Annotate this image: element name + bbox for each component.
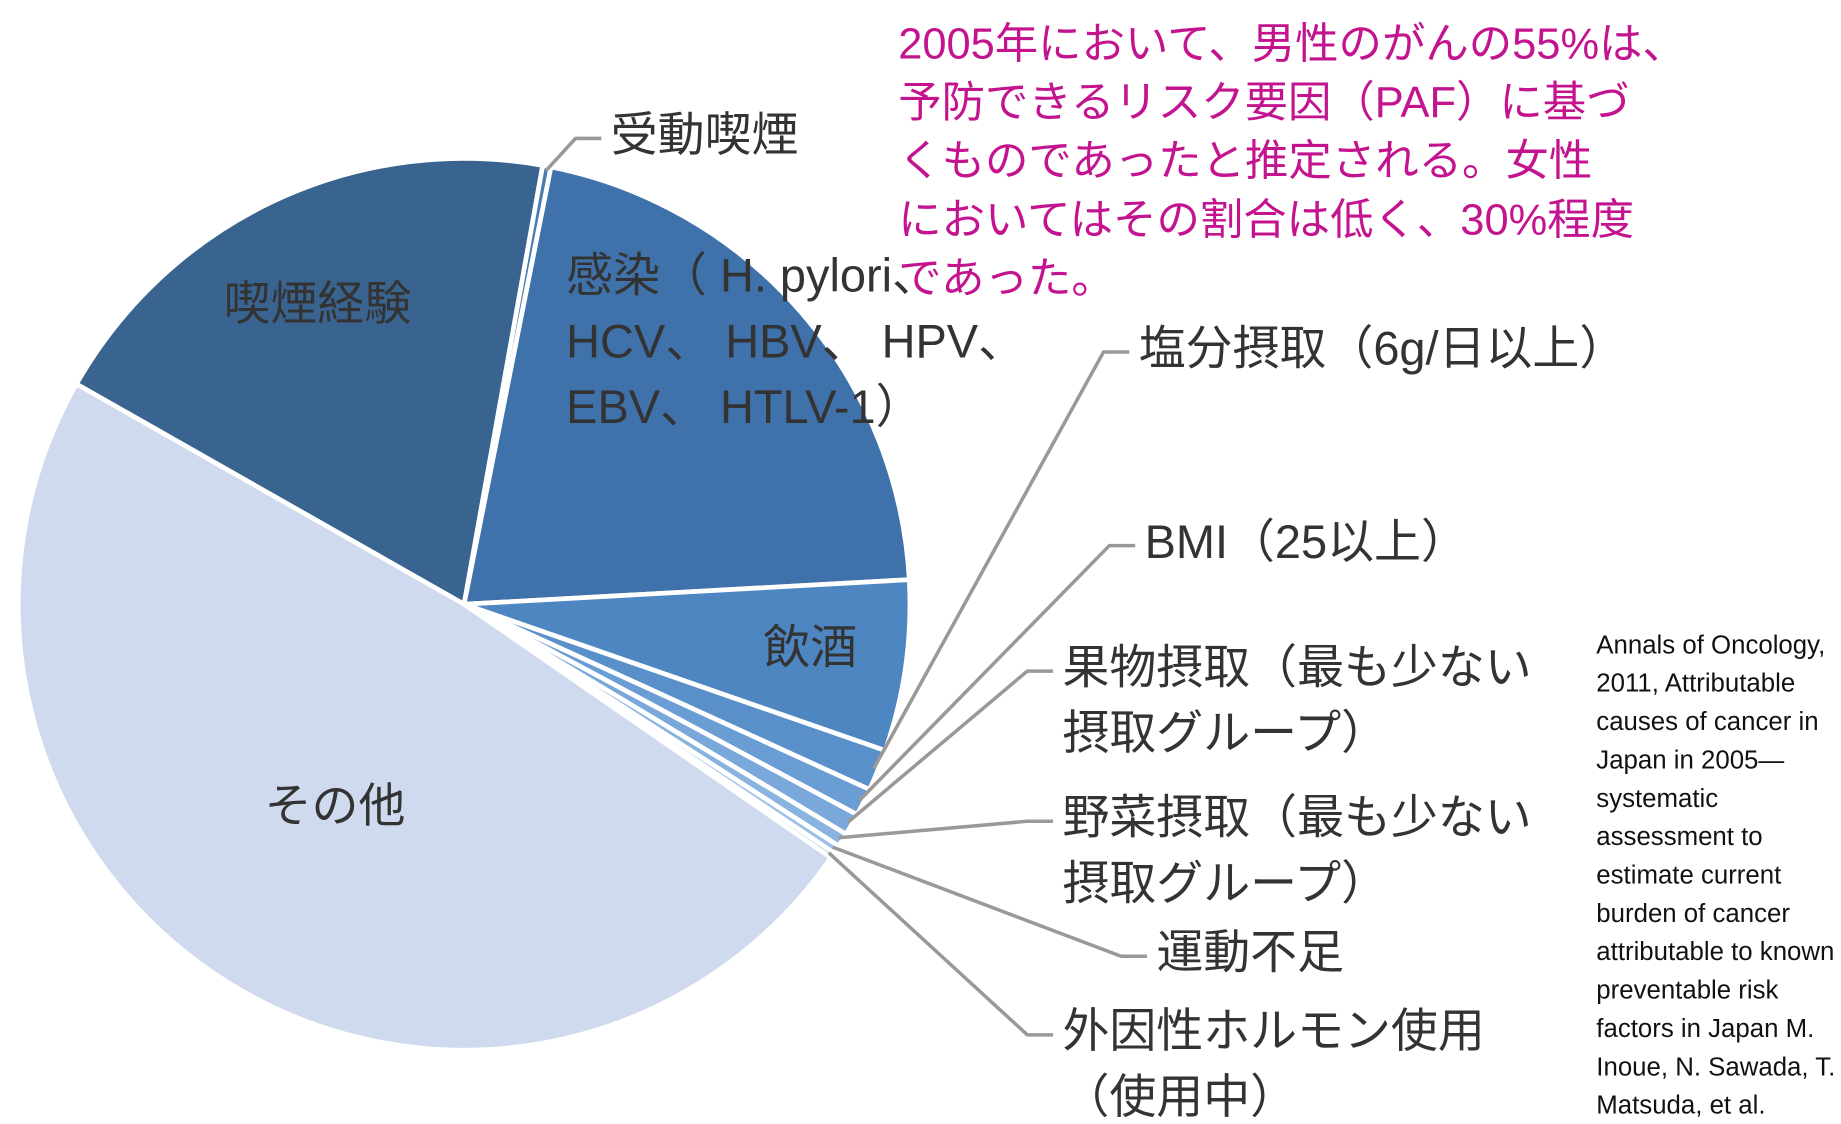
source: systematic bbox=[1596, 785, 1718, 813]
annotation: においてはその割合は低く、30%程度 bbox=[898, 196, 1634, 244]
source: factors in Japan M. bbox=[1596, 1015, 1814, 1043]
slice-label: 野菜摂取（最も少ない bbox=[1062, 792, 1531, 844]
slice-label: BMI（25以上） bbox=[1145, 516, 1468, 568]
source: assessment to bbox=[1596, 823, 1762, 851]
page: 喫煙経験 受動喫煙感染（ H. pylori、 HCV、 HBV、 HPV、 EBV、… bbox=[0, 0, 1841, 1124]
chart: 喫煙経験 受動喫煙感染（ H. pylori、 HCV、 HBV、 HPV、 EBV、… bbox=[0, 0, 1841, 1124]
slice-label: EBV、 HTLV-1） bbox=[566, 381, 922, 433]
slice-label: 摂取グループ） bbox=[1062, 857, 1388, 909]
slice-label: 摂取グループ） bbox=[1062, 707, 1388, 759]
leader-line bbox=[829, 853, 1053, 1035]
annotation: であった。 bbox=[898, 255, 1115, 303]
source: estimate current bbox=[1596, 861, 1781, 889]
source: Matsuda, et al. bbox=[1596, 1092, 1765, 1120]
annotation: 予防できるリスク要因（PAF）に基づ bbox=[898, 79, 1629, 127]
slice-label: （使用中） bbox=[1062, 1071, 1297, 1123]
source: Inoue, N. Sawada, T. bbox=[1596, 1053, 1835, 1081]
source: Annals of Oncology, bbox=[1596, 631, 1825, 659]
slice-label: その他 bbox=[265, 780, 406, 832]
slice-label: 受動喫煙 bbox=[611, 109, 799, 161]
annotation: くものであったと推定される。女性 bbox=[898, 138, 1592, 186]
annotation: 2005年において、男性のがんの55%は、 bbox=[898, 20, 1686, 68]
slice-label: 外因性ホルモン使用 bbox=[1062, 1005, 1484, 1057]
slice-label: 飲酒 bbox=[763, 622, 857, 674]
slice-label: 喫煙経験 bbox=[224, 278, 412, 330]
source: preventable risk bbox=[1596, 977, 1778, 1005]
leader-line bbox=[839, 821, 1053, 837]
slice-label: 塩分摂取（6g/日以上） bbox=[1139, 322, 1627, 374]
source: attributable to known bbox=[1596, 938, 1834, 966]
slice-label: 運動不足 bbox=[1156, 927, 1344, 979]
slice-label: 感染（ H. pylori、 bbox=[566, 250, 939, 302]
source: causes of cancer in bbox=[1596, 708, 1818, 736]
source: Japan in 2005— bbox=[1596, 746, 1784, 774]
source: 2011, Attributable bbox=[1596, 670, 1795, 698]
slice-label: 果物摂取（最も少ない bbox=[1062, 642, 1531, 694]
source: burden of cancer bbox=[1596, 900, 1790, 928]
slice-label: HCV、 HBV、 HPV、 bbox=[566, 315, 1025, 367]
